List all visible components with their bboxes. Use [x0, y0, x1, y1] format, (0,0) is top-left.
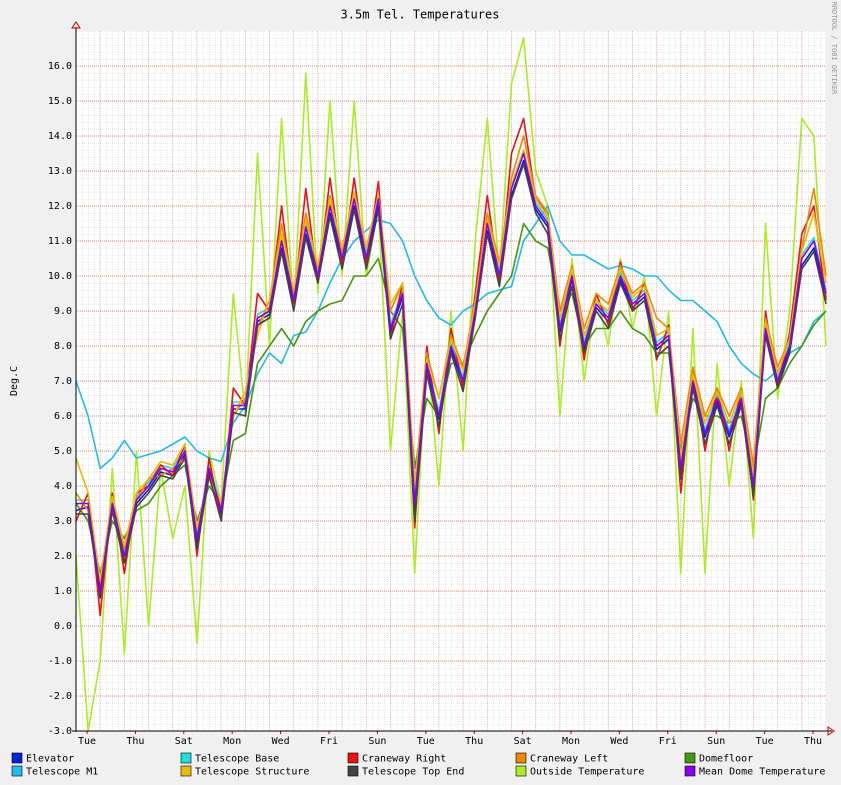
y-tick-label: 6.0 [54, 411, 72, 422]
y-tick-label: 2.0 [54, 551, 72, 562]
x-tick-label: Fri [320, 736, 338, 747]
y-arrow [71, 21, 81, 29]
y-tick-label: -1.0 [48, 656, 72, 667]
y-tick-label: 16.0 [48, 61, 72, 72]
x-tick-label: Wed [272, 736, 290, 747]
watermark: RRDTOOL / TOBI OETIKER [830, 2, 838, 96]
legend-swatch [11, 765, 23, 777]
x-tick-label: Thu [804, 736, 822, 747]
legend-label: Craneway Left [530, 754, 608, 765]
legend-label: Craneway Right [362, 754, 446, 765]
x-tick-label: Fri [659, 736, 677, 747]
legend-label: Domefloor [699, 754, 753, 765]
legend-label: Mean Dome Temperature [699, 767, 825, 778]
y-tick-label: -3.0 [48, 726, 72, 737]
x-arrow [827, 726, 835, 736]
x-tick-label: Mon [562, 736, 580, 747]
y-tick-label: 13.0 [48, 166, 72, 177]
legend-label: Telescope Base [195, 754, 279, 765]
legend-swatch [684, 752, 696, 764]
x-tick-label: Sun [368, 736, 386, 747]
x-tick-label: Tue [756, 736, 774, 747]
y-tick-label: 14.0 [48, 131, 72, 142]
x-tick-label: Tue [78, 736, 96, 747]
x-tick-label: Thu [465, 736, 483, 747]
legend-swatch [347, 752, 359, 764]
legend: Elevator Telescope Base Craneway Right Cran… [11, 752, 825, 778]
x-tick-label: Tue [417, 736, 435, 747]
legend-swatch [180, 765, 192, 777]
y-tick-label: 7.0 [54, 376, 72, 387]
legend-swatch [684, 765, 696, 777]
y-tick-label: 10.0 [48, 271, 72, 282]
series-line [76, 163, 827, 596]
x-tick-label: Mon [223, 736, 241, 747]
legend-label: Telescope Top End [362, 767, 464, 778]
y-tick-label: -2.0 [48, 691, 72, 702]
x-tick-label: Sat [514, 736, 532, 747]
series-line [75, 37, 827, 732]
series-line [76, 152, 827, 592]
chart-title: 3.5m Tel. Temperatures [341, 8, 500, 22]
y-tick-label: 5.0 [54, 446, 72, 457]
legend-swatch [515, 765, 527, 777]
x-tick-label: Wed [610, 736, 628, 747]
legend-swatch [515, 752, 527, 764]
y-tick-label: 8.0 [54, 341, 72, 352]
y-tick-label: 1.0 [54, 586, 72, 597]
legend-label: Telescope M1 [26, 767, 98, 778]
lines [75, 37, 827, 732]
legend-swatch [11, 752, 23, 764]
y-tick-label: 12.0 [48, 201, 72, 212]
y-tick-label: 15.0 [48, 96, 72, 107]
y-tick-label: 4.0 [54, 481, 72, 492]
y-tick-label: 0.0 [54, 621, 72, 632]
series-line [75, 205, 827, 470]
legend-swatch [180, 752, 192, 764]
legend-swatch [347, 765, 359, 777]
legend-label: Elevator [26, 754, 74, 765]
y-tick-label: 9.0 [54, 306, 72, 317]
y-tick-label: 3.0 [54, 516, 72, 527]
x-tick-label: Thu [126, 736, 144, 747]
x-tick-label: Sat [175, 736, 193, 747]
y-tick-label: 11.0 [48, 236, 72, 247]
legend-label: Outside Temperature [530, 767, 644, 778]
x-tick-label: Sun [707, 736, 725, 747]
y-axis-label: Deg.C [9, 366, 20, 396]
legend-label: Telescope Structure [195, 767, 309, 778]
